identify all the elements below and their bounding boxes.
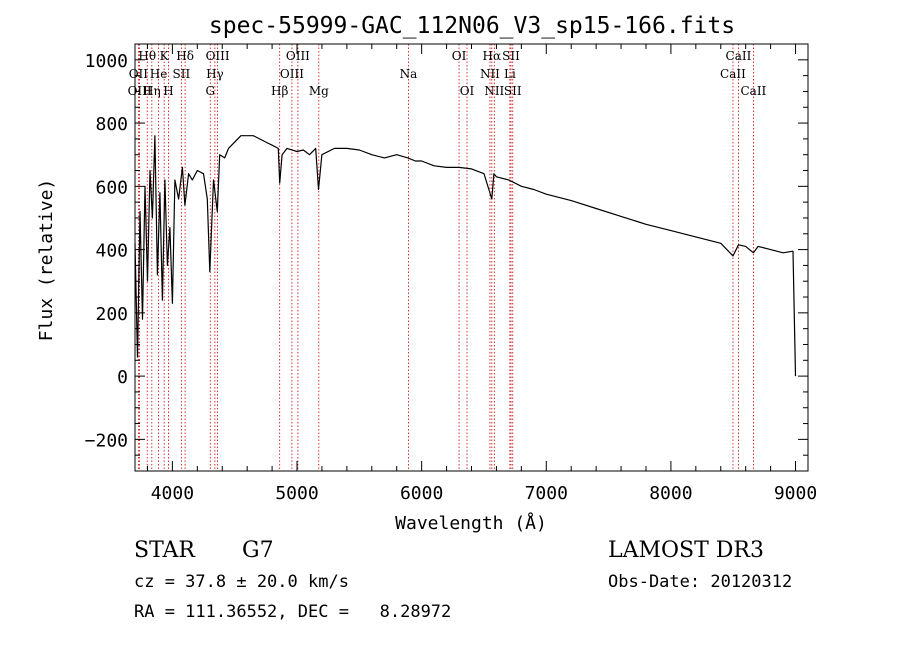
line-marker-label: OIII bbox=[206, 49, 230, 63]
y-tick-label: 600 bbox=[95, 177, 128, 198]
line-marker-label: K bbox=[160, 49, 170, 63]
line-marker-label: H bbox=[163, 84, 173, 98]
line-marker-label: G bbox=[205, 84, 215, 98]
line-marker-label: OI bbox=[460, 84, 475, 98]
y-axis-ticks: −200 0 200 400 600 800 1000 bbox=[85, 51, 808, 472]
y-axis-label: Flux (relative) bbox=[36, 179, 57, 342]
y-tick-label: 0 bbox=[117, 367, 128, 388]
line-marker-label: NII bbox=[480, 67, 500, 81]
line-marker-label: Hβ bbox=[271, 84, 288, 98]
line-marker-label: He bbox=[150, 67, 168, 81]
line-marker-label: OII bbox=[129, 67, 149, 81]
x-tick-label: 4000 bbox=[151, 483, 194, 504]
x-tick-label: 8000 bbox=[649, 483, 692, 504]
line-marker-label: SII bbox=[504, 84, 522, 98]
x-axis-label: Wavelength (Å) bbox=[395, 512, 547, 534]
chart-title: spec-55999-GAC_112N06_V3_sp15-166.fits bbox=[209, 13, 735, 39]
line-marker-label: OI bbox=[452, 49, 467, 63]
y-tick-label: −200 bbox=[85, 430, 128, 451]
observation-date: Obs-Date: 20120312 bbox=[608, 572, 793, 592]
y-tick-label: 1000 bbox=[85, 51, 128, 72]
line-marker-label: SII bbox=[502, 49, 520, 63]
y-tick-label: 200 bbox=[95, 304, 128, 325]
line-markers bbox=[137, 44, 754, 471]
line-marker-label: SII bbox=[173, 67, 191, 81]
line-marker-label: OIII bbox=[286, 49, 310, 63]
line-marker-label: CaII bbox=[726, 49, 752, 63]
object-class: STAR bbox=[134, 538, 195, 563]
line-marker-label: Hη bbox=[143, 84, 161, 98]
x-axis-ticks: 4000 5000 6000 7000 8000 9000 bbox=[146, 44, 817, 504]
line-marker-label: Na bbox=[400, 67, 418, 81]
y-tick-label: 800 bbox=[95, 114, 128, 135]
redshift-velocity: cz = 37.8 ± 20.0 km/s bbox=[134, 572, 349, 592]
x-tick-label: 6000 bbox=[400, 483, 443, 504]
spectrum-line bbox=[134, 135, 797, 377]
line-marker-label: NII bbox=[484, 84, 504, 98]
x-tick-label: 9000 bbox=[774, 483, 817, 504]
line-marker-label: CaII bbox=[740, 84, 766, 98]
x-tick-label: 7000 bbox=[525, 483, 568, 504]
object-subclass: G7 bbox=[242, 538, 274, 563]
line-marker-label: Li bbox=[504, 67, 516, 81]
coordinates: RA = 111.36552, DEC = 8.28972 bbox=[134, 602, 452, 622]
x-tick-label: 5000 bbox=[275, 483, 318, 504]
line-marker-label: Hα bbox=[483, 49, 502, 63]
line-marker-label: OIII bbox=[280, 67, 304, 81]
line-marker-label: Hθ bbox=[138, 49, 156, 63]
line-marker-label: Hγ bbox=[206, 67, 224, 81]
line-marker-label: Mg bbox=[309, 84, 329, 98]
survey-name: LAMOST DR3 bbox=[608, 538, 764, 563]
line-marker-label: CaII bbox=[720, 67, 746, 81]
plot-frame bbox=[134, 43, 809, 472]
y-tick-label: 400 bbox=[95, 241, 128, 262]
line-marker-label: Hδ bbox=[176, 49, 194, 63]
